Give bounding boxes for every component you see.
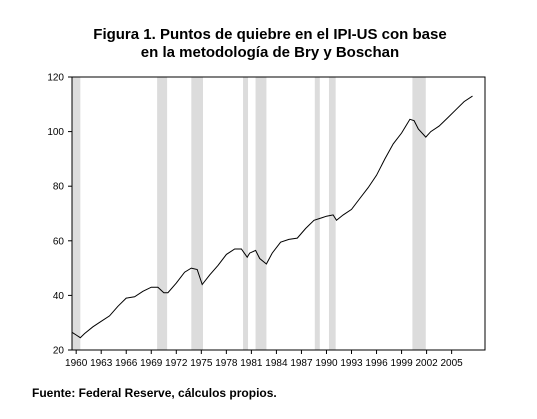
axes <box>68 76 486 354</box>
y-tick-label: 80 <box>53 182 65 193</box>
x-tick-label: 1963 <box>90 358 113 369</box>
x-tick-label: 1972 <box>165 358 188 369</box>
chart-title-line2: en la metodología de Bry y Boschan <box>140 44 400 61</box>
recession-band <box>328 77 336 350</box>
recession-bands <box>72 77 426 350</box>
x-tick-label: 1996 <box>365 358 388 369</box>
series-line <box>71 95 473 339</box>
y-tick-label: 120 <box>47 73 64 84</box>
y-tick-label: 100 <box>47 127 64 138</box>
recession-band <box>314 77 320 350</box>
x-tick-label: 1987 <box>290 358 313 369</box>
y-axis-labels: 20 40 60 80 100 120 <box>47 73 64 357</box>
x-tick-label: 1984 <box>265 358 288 369</box>
x-tick-label: 1981 <box>240 358 263 369</box>
x-axis-labels: 1960 1963 1966 1969 1972 1975 1978 1981 1984 1987… <box>65 358 463 369</box>
x-tick-label: 1999 <box>390 358 413 369</box>
x-tick-label: 2002 <box>415 358 438 369</box>
series-lines <box>71 95 473 339</box>
plot-frame <box>71 76 486 351</box>
chart-title: Figura 1. Puntos de quiebre en el IPI-US… <box>60 26 480 62</box>
x-tick-label: 1975 <box>190 358 213 369</box>
y-tick-label: 20 <box>53 346 65 357</box>
recession-band <box>243 77 249 350</box>
recession-band <box>255 77 267 350</box>
x-tick-label: 1969 <box>140 358 163 369</box>
x-tick-label: 1966 <box>115 358 138 369</box>
x-tick-label: 1990 <box>315 358 338 369</box>
chart-title-line1: Figura 1. Puntos de quiebre en el IPI-US… <box>93 26 447 43</box>
y-tick-label: 40 <box>53 291 65 302</box>
y-tick-label: 60 <box>53 236 65 247</box>
x-tick-label: 2005 <box>441 358 464 369</box>
x-tick-label: 1978 <box>215 358 238 369</box>
x-tick-label: 1993 <box>340 358 363 369</box>
recession-band <box>72 77 81 350</box>
source-note: Fuente: Federal Reserve, cálculos propio… <box>32 386 277 400</box>
recession-band <box>157 77 168 350</box>
recession-band <box>191 77 203 350</box>
recession-band <box>412 77 426 350</box>
x-tick-label: 1960 <box>65 358 88 369</box>
